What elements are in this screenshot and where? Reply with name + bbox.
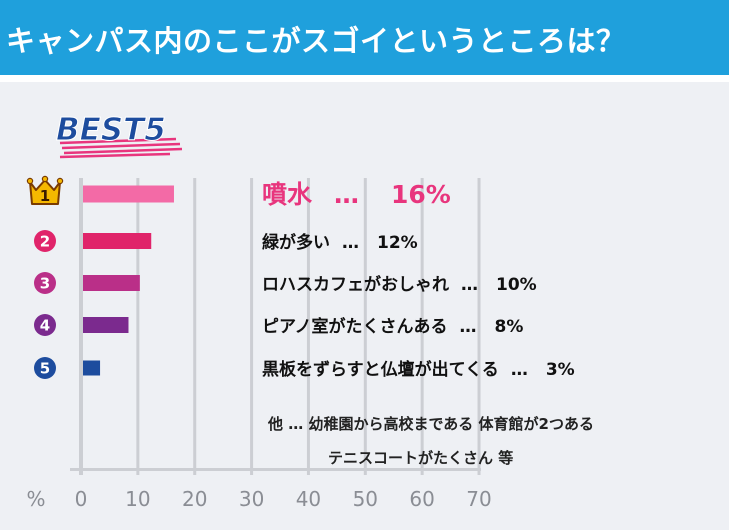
x-tick-label: 40 xyxy=(296,487,321,511)
value-label: 12% xyxy=(377,233,418,253)
rank-number: 5 xyxy=(40,360,50,378)
value-label: 3% xyxy=(546,360,575,380)
gridline xyxy=(250,178,254,475)
rank-5-circle-icon: 5 xyxy=(34,357,56,379)
rank-number: 1 xyxy=(40,187,50,205)
bar xyxy=(83,317,129,333)
crown-tip xyxy=(41,175,49,183)
gridline xyxy=(193,178,197,475)
rank-2-circle-icon: 2 xyxy=(34,230,56,252)
category-label: ピアノ室がたくさんある xyxy=(262,316,447,337)
bar xyxy=(83,185,174,203)
category-label: ロハスカフェがおしゃれ xyxy=(262,274,449,295)
gridline xyxy=(306,178,310,475)
gridline xyxy=(79,178,83,475)
category-label: 噴水 xyxy=(262,180,313,209)
gridline xyxy=(420,178,424,475)
bar xyxy=(83,360,101,376)
value-label: 16% xyxy=(391,180,451,209)
rank-4-circle-icon: 4 xyxy=(34,314,56,336)
badge-text: BEST5 xyxy=(56,112,166,148)
x-tick-label: 50 xyxy=(353,487,378,511)
note-line-2: テニスコートがたくさん 等 xyxy=(328,449,513,467)
rank-number: 4 xyxy=(40,317,50,335)
label-separator: … xyxy=(459,317,476,337)
value-label: 10% xyxy=(496,275,537,295)
gridline xyxy=(363,178,367,475)
label-separator: … xyxy=(342,233,359,253)
category-label: 黒板をずらすと仏壇が出てくる xyxy=(262,359,499,380)
x-tick-label: 20 xyxy=(182,487,207,511)
rank-1-crown-icon: 1 xyxy=(26,175,64,205)
x-axis-unit: % xyxy=(26,487,45,511)
best5-badge: BEST5 xyxy=(56,112,183,159)
bar xyxy=(83,233,152,249)
x-tick-label: 10 xyxy=(125,487,150,511)
page-title: キャンパス内のここがスゴイというところは？ xyxy=(6,24,626,58)
category-label: 緑が多い xyxy=(262,232,330,253)
crown-shape xyxy=(29,179,61,205)
rank-circle xyxy=(34,357,56,379)
note-line-1: 他 … 幼稚園から高校まである 体育館が2つある xyxy=(267,415,594,433)
label-separator: … xyxy=(334,180,359,209)
badge-underline-scribble xyxy=(59,137,183,159)
rank-number: 2 xyxy=(40,233,50,251)
x-tick-label: 0 xyxy=(75,487,88,511)
rank-circle xyxy=(34,314,56,336)
x-axis-line xyxy=(70,468,482,471)
crown-tip xyxy=(56,177,64,185)
crown-tip xyxy=(26,177,34,185)
value-label: 8% xyxy=(494,317,523,337)
header-banner: キャンパス内のここがスゴイというところは？ xyxy=(0,0,729,75)
gridline xyxy=(136,178,140,475)
rank-circle xyxy=(34,272,56,294)
x-tick-label: 60 xyxy=(409,487,434,511)
gridline xyxy=(477,178,481,475)
rank-circle xyxy=(34,230,56,252)
label-separator: … xyxy=(511,360,528,380)
x-tick-label: 30 xyxy=(239,487,264,511)
rank-number: 3 xyxy=(40,275,50,293)
label-separator: … xyxy=(461,275,478,295)
bar xyxy=(83,275,140,291)
x-tick-label: 70 xyxy=(466,487,491,511)
rank-3-circle-icon: 3 xyxy=(34,272,56,294)
